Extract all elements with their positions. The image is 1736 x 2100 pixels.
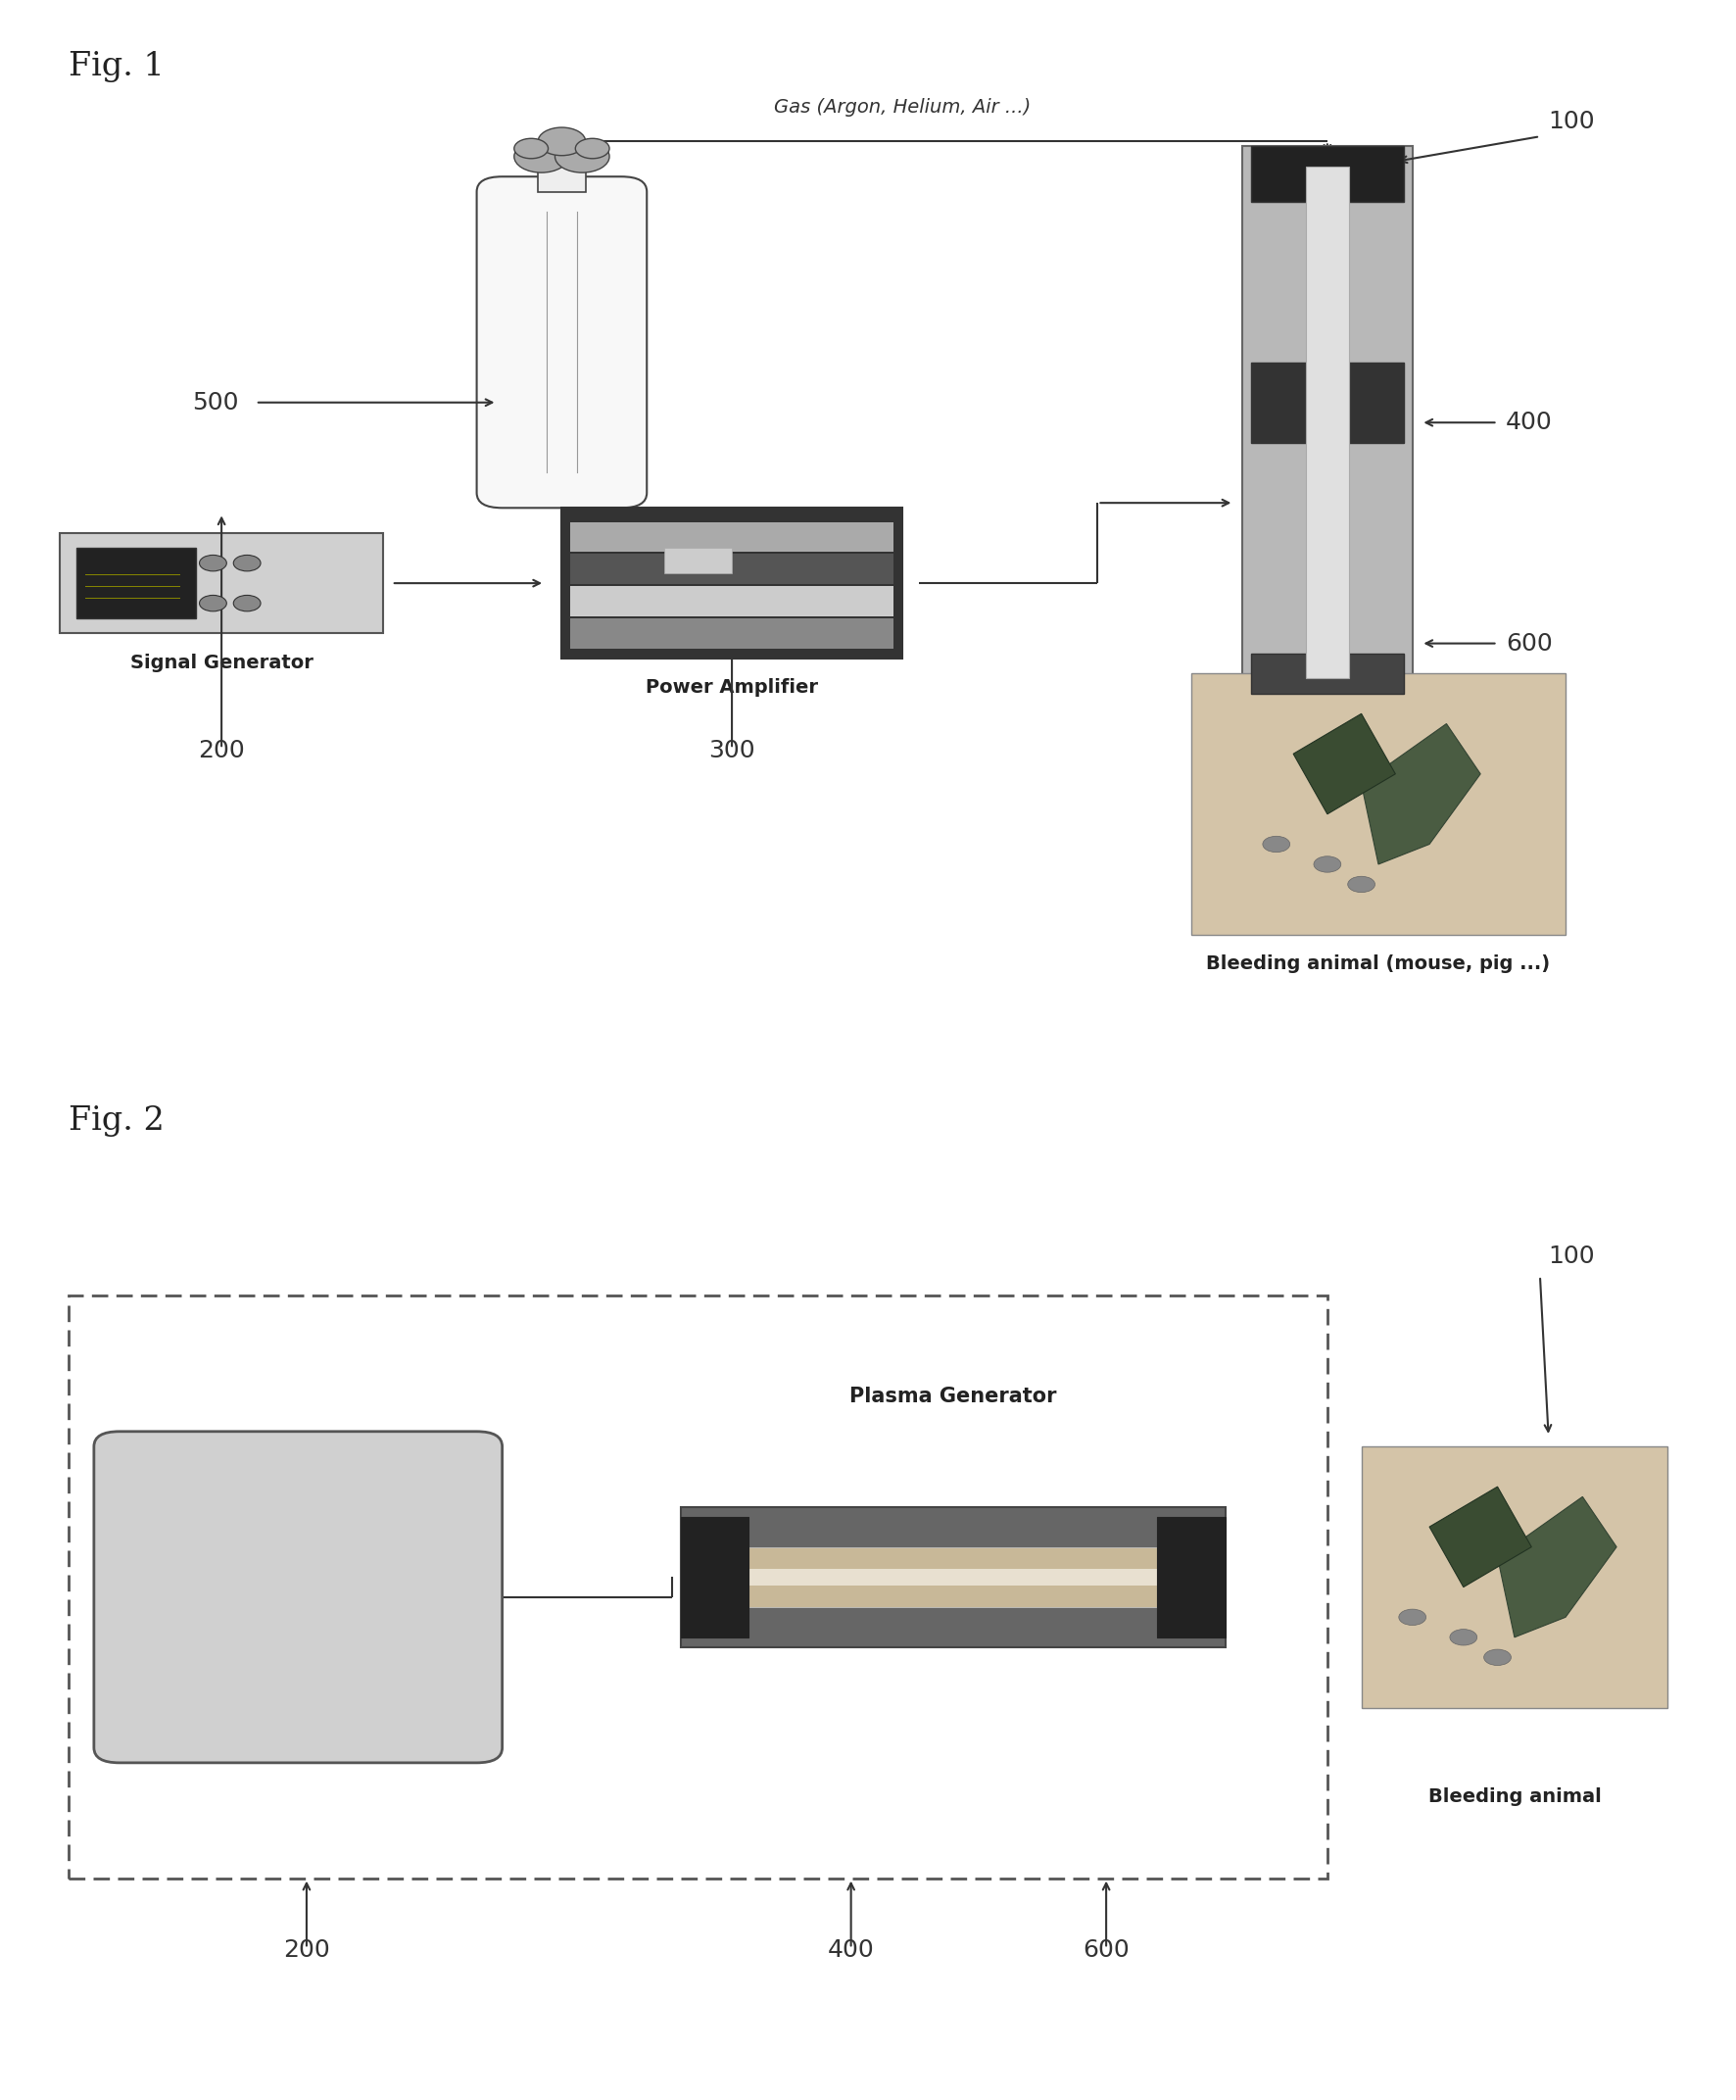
Bar — [1191, 674, 1566, 934]
Bar — [663, 548, 733, 573]
Circle shape — [514, 139, 549, 158]
Circle shape — [1314, 857, 1340, 871]
Circle shape — [575, 139, 609, 158]
Circle shape — [1450, 1630, 1477, 1644]
Text: Bleeding animal (mouse, pig ...): Bleeding animal (mouse, pig ...) — [1207, 956, 1550, 972]
Text: Fig. 1: Fig. 1 — [68, 50, 165, 82]
Text: Plasma Generator: Plasma Generator — [849, 1386, 1057, 1407]
Bar — [681, 1508, 1226, 1646]
Text: Gas (Argon, Helium, Air ...): Gas (Argon, Helium, Air ...) — [774, 99, 1031, 116]
Circle shape — [1484, 1649, 1510, 1665]
Circle shape — [200, 594, 227, 611]
Polygon shape — [1293, 714, 1396, 815]
Text: Signal Generator: Signal Generator — [130, 653, 312, 672]
Text: Fig. 2: Fig. 2 — [68, 1105, 165, 1136]
Bar — [1158, 1516, 1226, 1638]
Circle shape — [1262, 836, 1290, 853]
Bar — [748, 1569, 1158, 1586]
Circle shape — [233, 554, 260, 571]
Circle shape — [556, 141, 609, 172]
Bar — [569, 523, 894, 552]
Text: 200: 200 — [283, 1938, 330, 1961]
Bar — [1361, 1447, 1668, 1707]
Bar — [569, 617, 894, 649]
Text: Bleeding animal: Bleeding animal — [1429, 1787, 1601, 1806]
Bar — [59, 533, 384, 634]
Circle shape — [538, 128, 585, 155]
Bar — [1250, 653, 1404, 693]
FancyBboxPatch shape — [94, 1432, 502, 1762]
FancyBboxPatch shape — [477, 176, 648, 508]
FancyBboxPatch shape — [562, 508, 903, 659]
Text: 200: 200 — [198, 739, 245, 762]
Text: Signal Generator
+ Power Amp: Signal Generator + Power Amp — [200, 1575, 396, 1619]
Text: 500: 500 — [193, 391, 238, 414]
Bar — [1250, 363, 1404, 443]
Bar — [1305, 166, 1349, 678]
Bar — [569, 554, 894, 584]
Circle shape — [1399, 1609, 1425, 1625]
Text: 600: 600 — [1083, 1938, 1130, 1961]
Circle shape — [1347, 876, 1375, 892]
Text: 100: 100 — [1549, 1243, 1595, 1268]
Circle shape — [514, 141, 569, 172]
Bar — [733, 1548, 1174, 1607]
Polygon shape — [1498, 1497, 1616, 1638]
Polygon shape — [1361, 724, 1481, 865]
Bar — [681, 1516, 748, 1638]
Bar — [1250, 147, 1404, 202]
Text: 100: 100 — [1549, 109, 1595, 132]
Circle shape — [200, 554, 227, 571]
Bar — [76, 548, 196, 617]
Text: 600: 600 — [1505, 632, 1552, 655]
Bar — [1243, 147, 1413, 699]
Circle shape — [233, 594, 260, 611]
Text: 300: 300 — [708, 739, 755, 762]
Bar — [569, 586, 894, 615]
Bar — [538, 166, 585, 191]
Text: 400: 400 — [1505, 412, 1552, 435]
Polygon shape — [1429, 1487, 1531, 1588]
Text: Power Amplifier: Power Amplifier — [646, 678, 818, 697]
Text: 400: 400 — [828, 1938, 875, 1961]
